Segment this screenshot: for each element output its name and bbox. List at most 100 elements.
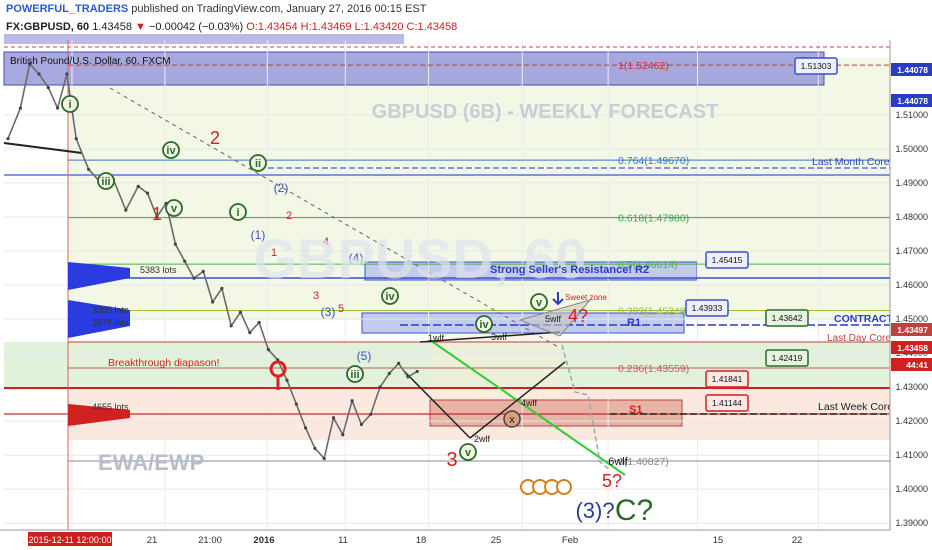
price-point-5 xyxy=(56,106,60,110)
wave-circle-3 xyxy=(162,141,180,159)
price-callout-text-6: 1.41144 xyxy=(712,398,742,408)
close-value: C:1.43458 xyxy=(406,21,458,33)
time-axis-bg xyxy=(0,530,932,550)
y-tick-label-11: 1.50000 xyxy=(895,144,928,154)
x-tick-label-8: 15 xyxy=(713,535,724,546)
price-point-36 xyxy=(359,422,363,427)
price-point-34 xyxy=(341,433,345,437)
axis-tag-box-0 xyxy=(891,63,932,76)
fib-label-fib_236: 0.236(1.43559) xyxy=(618,363,689,375)
top-strip-box xyxy=(4,34,404,44)
price-callout-text-3: 1.43642 xyxy=(772,313,803,323)
price-point-24 xyxy=(248,331,252,335)
wave-label-v-8: v xyxy=(465,447,472,459)
price-callout-text-1: 1.45415 xyxy=(712,255,743,265)
wave-text-0: 2 xyxy=(210,128,220,148)
price-point-39 xyxy=(387,371,391,376)
ohlc-line: FX:GBPUSD, 60 1.43458 ▼ −0.00042 (−0.03%… xyxy=(6,21,457,33)
down-arrow-marker-icon xyxy=(552,292,564,306)
lots-3305-label: 3305 lots xyxy=(92,305,129,315)
fib-label-fib_618: 0.618(1.47980) xyxy=(618,213,689,225)
axis-tag-text-4: 44:41 xyxy=(906,360,928,370)
x-tick-label-4: 11 xyxy=(338,535,348,546)
wave-circle-8 xyxy=(459,443,477,461)
lots-3305-bar xyxy=(68,300,130,338)
price-point-1 xyxy=(18,106,22,110)
wave-circle-2 xyxy=(97,172,115,190)
wedge-top-line xyxy=(419,331,561,343)
price-point-2 xyxy=(28,62,32,66)
lots-5383-bar xyxy=(68,262,130,290)
projection-path xyxy=(561,344,611,471)
author-link[interactable]: POWERFUL_TRADERS xyxy=(6,3,129,15)
price-callout-box-1 xyxy=(705,251,749,269)
y-tick-label-8: 1.47000 xyxy=(895,246,928,256)
price-point-32 xyxy=(322,456,326,461)
open-value: O:1.43454 xyxy=(246,21,298,33)
r1-label: R1 xyxy=(627,317,641,329)
price-point-14 xyxy=(155,215,159,219)
x-tick-label-2: 21:00 xyxy=(198,535,222,546)
wave-text-10: 4 xyxy=(323,236,329,248)
price-series-layer xyxy=(6,62,419,461)
y-tick-label-1: 1.40000 xyxy=(895,484,928,494)
wave-text-17: 1wlf xyxy=(428,333,445,343)
wave-text-3: (2) xyxy=(274,181,289,195)
price-point-12 xyxy=(136,184,140,188)
axis-tag-text-2: 1.43497 xyxy=(897,325,928,335)
axis-tag-text-3: 1.43458 xyxy=(897,343,928,353)
price-point-41 xyxy=(406,375,410,379)
last-price: 1.43458 xyxy=(92,21,132,33)
price-point-28 xyxy=(285,378,289,382)
price-callout-text-5: 1.41841 xyxy=(712,374,743,384)
last-day-core-label: Last Day Core xyxy=(827,333,891,344)
price-point-20 xyxy=(211,300,215,304)
wedge-left-line xyxy=(402,369,471,439)
price-point-25 xyxy=(257,320,261,325)
annotations-layer: 1(1.52462) 0.764(1.49670) 0.618(1.47980) 0.… xyxy=(10,56,896,527)
y-tick-label-0: 1.39000 xyxy=(895,518,928,528)
fib-label-fib_5: 0.5(1.46614) xyxy=(618,259,678,271)
x-circle-marker xyxy=(503,410,521,428)
chart-header: POWERFUL_TRADERS published on TradingVie… xyxy=(0,0,932,40)
axis-tag-box-1 xyxy=(891,94,932,107)
wave-text-20: 4wlf xyxy=(521,398,538,408)
wave-text-1: 1 xyxy=(152,204,162,224)
y-tick-label-9: 1.48000 xyxy=(895,212,928,222)
x-tick-label-5: 18 xyxy=(416,535,427,546)
wave-label-iii-2: iii xyxy=(101,176,110,188)
x-tick-label-7: Feb xyxy=(562,535,578,546)
axis-tag-box-4 xyxy=(891,358,932,371)
axis-tag-text-1: 1.44078 xyxy=(897,96,928,106)
event-flag-icon-3 xyxy=(556,479,572,495)
wave-label-i-0: i xyxy=(68,99,71,111)
low-value: L:1.43420 xyxy=(354,21,404,33)
symbol-label: FX:GBPUSD, 60 xyxy=(6,21,90,33)
wave-text-22: 6wlf xyxy=(608,456,629,468)
price-point-17 xyxy=(183,259,187,263)
price-point-19 xyxy=(201,269,205,273)
price-callout-box-2 xyxy=(685,299,729,317)
wave-circle-1 xyxy=(249,154,267,172)
y-tick-label-6: 1.45000 xyxy=(895,314,928,324)
wave-circle-5 xyxy=(229,203,247,221)
wave-label-i-5: i xyxy=(236,207,239,219)
price-point-7 xyxy=(74,137,78,141)
fib-label-fib_764: 0.764(1.49670) xyxy=(618,155,689,167)
price-point-30 xyxy=(304,426,308,430)
wave-text-7: (5) xyxy=(357,349,372,363)
channel-line-upper xyxy=(109,87,561,349)
sweet-zone-label: Sweet zone xyxy=(565,293,607,302)
wave-text-2: 3 xyxy=(446,449,457,471)
wave-label-iii-7: iii xyxy=(350,369,359,381)
published-text: published on TradingView.com, January 27… xyxy=(131,3,427,15)
wave-text-8: 1 xyxy=(271,247,277,259)
price-point-33 xyxy=(331,416,336,420)
price-callout-box-0 xyxy=(794,57,838,75)
wedge-right-line xyxy=(469,361,566,439)
axis-tag-box-3 xyxy=(891,341,932,354)
y-tick-label-4: 1.43000 xyxy=(895,382,928,392)
price-point-23 xyxy=(238,310,243,314)
wave-text-9: 2 xyxy=(286,210,292,222)
